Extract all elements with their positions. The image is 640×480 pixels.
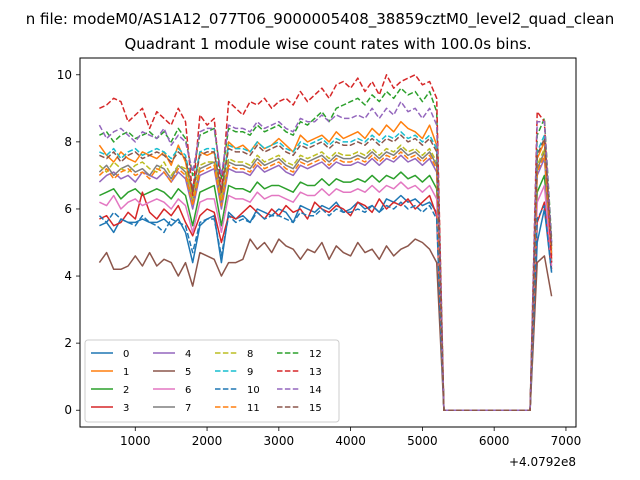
legend-label-8: 8 xyxy=(247,349,253,360)
legend-label-7: 7 xyxy=(185,403,191,414)
x-axis-offset-label: +4.0792e8 xyxy=(509,455,576,469)
y-tick-label: 6 xyxy=(64,202,72,216)
legend-label-2: 2 xyxy=(123,385,129,396)
legend-label-1: 1 xyxy=(123,367,129,378)
chart-title: Quadrant 1 module wise count rates with … xyxy=(124,35,532,53)
legend-label-4: 4 xyxy=(185,349,191,360)
x-tick-label: 4000 xyxy=(335,434,366,448)
legend-label-10: 10 xyxy=(247,385,260,396)
y-tick-label: 0 xyxy=(64,403,72,417)
y-axis: 0 2 4 6 8 10 xyxy=(57,68,80,417)
series-line-15 xyxy=(99,134,553,411)
legend-label-14: 14 xyxy=(309,385,322,396)
legend-label-0: 0 xyxy=(123,349,129,360)
legend-label-12: 12 xyxy=(309,349,322,360)
legend-label-15: 15 xyxy=(309,403,322,414)
x-tick-label: 2000 xyxy=(192,434,223,448)
series-line-12 xyxy=(99,87,553,411)
axes-frame xyxy=(79,57,577,428)
legend-box xyxy=(84,339,340,423)
x-tick-label: 6000 xyxy=(479,434,510,448)
y-tick-label: 8 xyxy=(64,135,72,149)
legend-label-5: 5 xyxy=(185,367,191,378)
series-line-9 xyxy=(99,131,553,411)
y-tick-label: 4 xyxy=(64,269,72,283)
legend-label-9: 9 xyxy=(247,367,253,378)
plot-lines xyxy=(98,74,553,411)
x-tick-label: 3000 xyxy=(264,434,295,448)
legend-label-11: 11 xyxy=(247,403,260,414)
y-tick-label: 2 xyxy=(64,336,72,350)
x-axis: 1000 2000 3000 4000 5000 6000 7000 xyxy=(120,427,581,448)
series-line-14 xyxy=(98,100,553,411)
x-tick-label: 7000 xyxy=(551,434,582,448)
y-tick-label: 10 xyxy=(57,68,72,82)
series-line-11 xyxy=(98,151,553,411)
legend-label-13: 13 xyxy=(309,367,322,378)
x-tick-label: 1000 xyxy=(120,434,151,448)
legend-label-3: 3 xyxy=(123,403,129,414)
figure-suptitle: n file: modeM0/AS1A12_077T06_9000005408_… xyxy=(25,10,615,28)
x-tick-label: 5000 xyxy=(407,434,438,448)
legend-label-6: 6 xyxy=(185,385,191,396)
